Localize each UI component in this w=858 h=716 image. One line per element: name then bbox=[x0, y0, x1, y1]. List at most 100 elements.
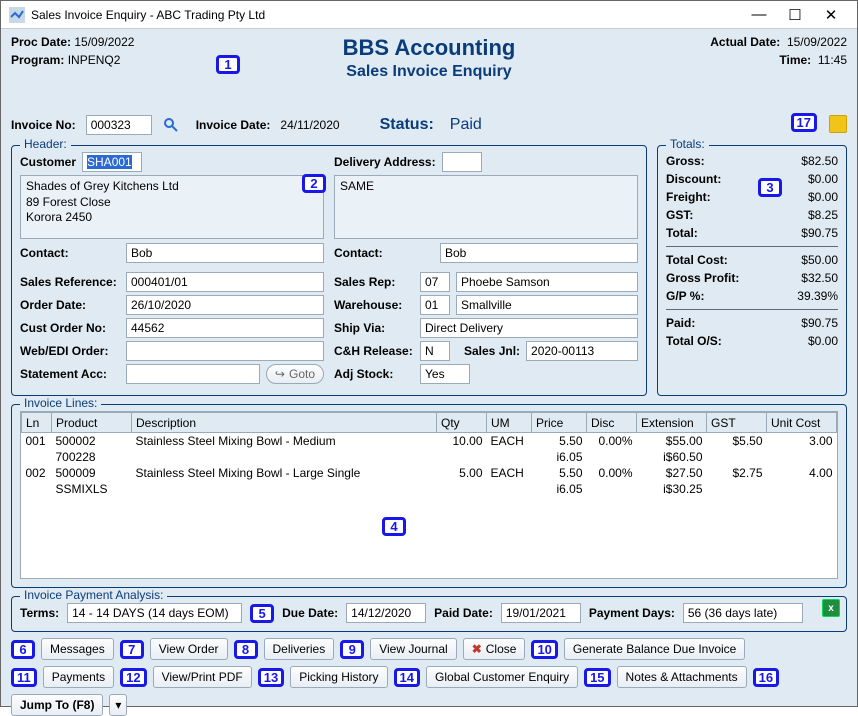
view-pdf-button[interactable]: View/Print PDF bbox=[153, 666, 252, 688]
header-fieldset: Header: 2 Customer SHA001 Shades of Grey… bbox=[11, 145, 647, 396]
col-qty[interactable]: Qty bbox=[437, 413, 487, 433]
total-os-label: Total O/S: bbox=[666, 334, 722, 348]
totals-legend: Totals: bbox=[666, 137, 709, 151]
picking-history-button[interactable]: Picking History bbox=[290, 666, 387, 688]
gen-balance-button[interactable]: Generate Balance Due Invoice bbox=[564, 638, 745, 660]
table-row[interactable]: 001500002Stainless Steel Mixing Bowl - M… bbox=[22, 433, 837, 450]
annotation-6: 6 bbox=[11, 640, 35, 659]
annotation-7: 7 bbox=[120, 640, 144, 659]
close-button[interactable]: ✖Close bbox=[463, 638, 526, 660]
view-order-button[interactable]: View Order bbox=[150, 638, 228, 660]
document-icon[interactable] bbox=[829, 115, 847, 133]
delivery-code-input[interactable] bbox=[442, 152, 482, 172]
close-window-button[interactable]: ✕ bbox=[813, 2, 849, 28]
delivery-address: SAME bbox=[334, 175, 638, 239]
window-title: Sales Invoice Enquiry - ABC Trading Pty … bbox=[31, 8, 741, 22]
annotation-1: 1 bbox=[216, 55, 240, 74]
sales-ref-input[interactable]: 000401/01 bbox=[126, 272, 324, 292]
table-row-sub: SSMIXLSi6.05i$30.25 bbox=[22, 481, 837, 497]
annotation-8: 8 bbox=[234, 640, 258, 659]
sales-rep-code[interactable]: 07 bbox=[420, 272, 450, 292]
annotation-14: 14 bbox=[394, 668, 420, 687]
gross-profit-value: $32.50 bbox=[801, 271, 838, 285]
warehouse-name: Smallville bbox=[456, 295, 638, 315]
minimize-button[interactable]: — bbox=[741, 2, 777, 28]
col-price[interactable]: Price bbox=[532, 413, 587, 433]
total-label: Total: bbox=[666, 226, 698, 240]
payment-analysis-fieldset: Invoice Payment Analysis: x Terms: 14 - … bbox=[11, 596, 847, 632]
col-um[interactable]: UM bbox=[487, 413, 532, 433]
status-label: Status: bbox=[380, 116, 434, 134]
annotation-10: 10 bbox=[531, 640, 557, 659]
col-unit-cost[interactable]: Unit Cost bbox=[767, 413, 837, 433]
contact-right-input[interactable]: Bob bbox=[440, 243, 638, 263]
analysis-legend: Invoice Payment Analysis: bbox=[20, 588, 167, 602]
col-product[interactable]: Product bbox=[52, 413, 132, 433]
stmt-input[interactable] bbox=[126, 364, 260, 384]
invoice-no-label: Invoice No: bbox=[11, 118, 76, 132]
maximize-button[interactable]: ☐ bbox=[777, 2, 813, 28]
order-date-label: Order Date: bbox=[20, 298, 120, 312]
total-cost-value: $50.00 bbox=[801, 253, 838, 267]
ship-via-label: Ship Via: bbox=[334, 321, 414, 335]
total-cost-label: Total Cost: bbox=[666, 253, 728, 267]
annotation-12: 12 bbox=[120, 668, 146, 687]
stmt-label: Statement Acc: bbox=[20, 367, 120, 381]
invoice-lines-legend: Invoice Lines: bbox=[20, 396, 101, 410]
due-date-input: 14/12/2020 bbox=[346, 603, 426, 623]
invoice-no-input[interactable]: 000323 bbox=[86, 115, 152, 135]
ch-release-input[interactable]: N bbox=[420, 341, 450, 361]
discount-value: $0.00 bbox=[808, 172, 838, 186]
customer-label: Customer bbox=[20, 155, 76, 169]
customer-address: Shades of Grey Kitchens Ltd 89 Forest Cl… bbox=[20, 175, 324, 239]
jump-to-dropdown[interactable]: ▾ bbox=[109, 694, 127, 716]
search-icon[interactable] bbox=[162, 116, 180, 134]
freight-label: Freight: bbox=[666, 190, 711, 204]
proc-date-label: Proc Date: bbox=[11, 35, 71, 49]
notes-button[interactable]: Notes & Attachments bbox=[617, 666, 747, 688]
gst-value: $8.25 bbox=[808, 208, 838, 222]
warehouse-code[interactable]: 01 bbox=[420, 295, 450, 315]
col-gst[interactable]: GST bbox=[707, 413, 767, 433]
goto-button[interactable]: ↪ Goto bbox=[266, 364, 324, 384]
gross-profit-label: Gross Profit: bbox=[666, 271, 739, 285]
cust-order-input[interactable]: 44562 bbox=[126, 318, 324, 338]
payment-days-label: Payment Days: bbox=[589, 606, 675, 620]
global-cust-button[interactable]: Global Customer Enquiry bbox=[426, 666, 578, 688]
annotation-5: 5 bbox=[250, 604, 274, 623]
ship-via-input[interactable]: Direct Delivery bbox=[420, 318, 638, 338]
payments-button[interactable]: Payments bbox=[43, 666, 114, 688]
total-os-value: $0.00 bbox=[808, 334, 838, 348]
actual-date-label: Actual Date: bbox=[710, 35, 780, 49]
annotation-4: 4 bbox=[382, 517, 406, 536]
freight-value: $0.00 bbox=[808, 190, 838, 204]
webedi-input[interactable] bbox=[126, 341, 324, 361]
actual-date-value: 15/09/2022 bbox=[787, 35, 847, 49]
table-row[interactable]: 002500009Stainless Steel Mixing Bowl - L… bbox=[22, 465, 837, 481]
gp-pct-value: 39.39% bbox=[797, 289, 838, 303]
invoice-lines-grid[interactable]: Ln Product Description Qty UM Price Disc… bbox=[20, 411, 838, 579]
deliveries-button[interactable]: Deliveries bbox=[264, 638, 335, 660]
terms-input: 14 - 14 DAYS (14 days EOM) bbox=[67, 603, 242, 623]
messages-button[interactable]: Messages bbox=[41, 638, 114, 660]
order-date-input[interactable]: 26/10/2020 bbox=[126, 295, 324, 315]
annotation-3: 3 bbox=[758, 178, 782, 197]
program-label: Program: bbox=[11, 53, 64, 67]
totals-fieldset: Totals: 3 Gross:$82.50 Discount:$0.00 Fr… bbox=[657, 145, 847, 396]
contact-left-input[interactable]: Bob bbox=[126, 243, 324, 263]
excel-export-icon[interactable]: x bbox=[822, 599, 840, 617]
annotation-9: 9 bbox=[340, 640, 364, 659]
paid-label: Paid: bbox=[666, 316, 695, 330]
customer-code-input[interactable]: SHA001 bbox=[82, 152, 142, 172]
col-disc[interactable]: Disc bbox=[587, 413, 637, 433]
program-value: INPENQ2 bbox=[68, 53, 121, 67]
col-desc[interactable]: Description bbox=[132, 413, 437, 433]
col-ln[interactable]: Ln bbox=[22, 413, 52, 433]
view-journal-button[interactable]: View Journal bbox=[370, 638, 456, 660]
col-ext[interactable]: Extension bbox=[637, 413, 707, 433]
jump-to-button[interactable]: Jump To (F8) bbox=[11, 694, 103, 716]
sales-jnl-label: Sales Jnl: bbox=[464, 344, 520, 358]
time-value: 11:45 bbox=[818, 53, 847, 67]
sales-jnl-input[interactable]: 2020-00113 bbox=[526, 341, 638, 361]
table-row-sub: 700228i6.05i$60.50 bbox=[22, 449, 837, 465]
